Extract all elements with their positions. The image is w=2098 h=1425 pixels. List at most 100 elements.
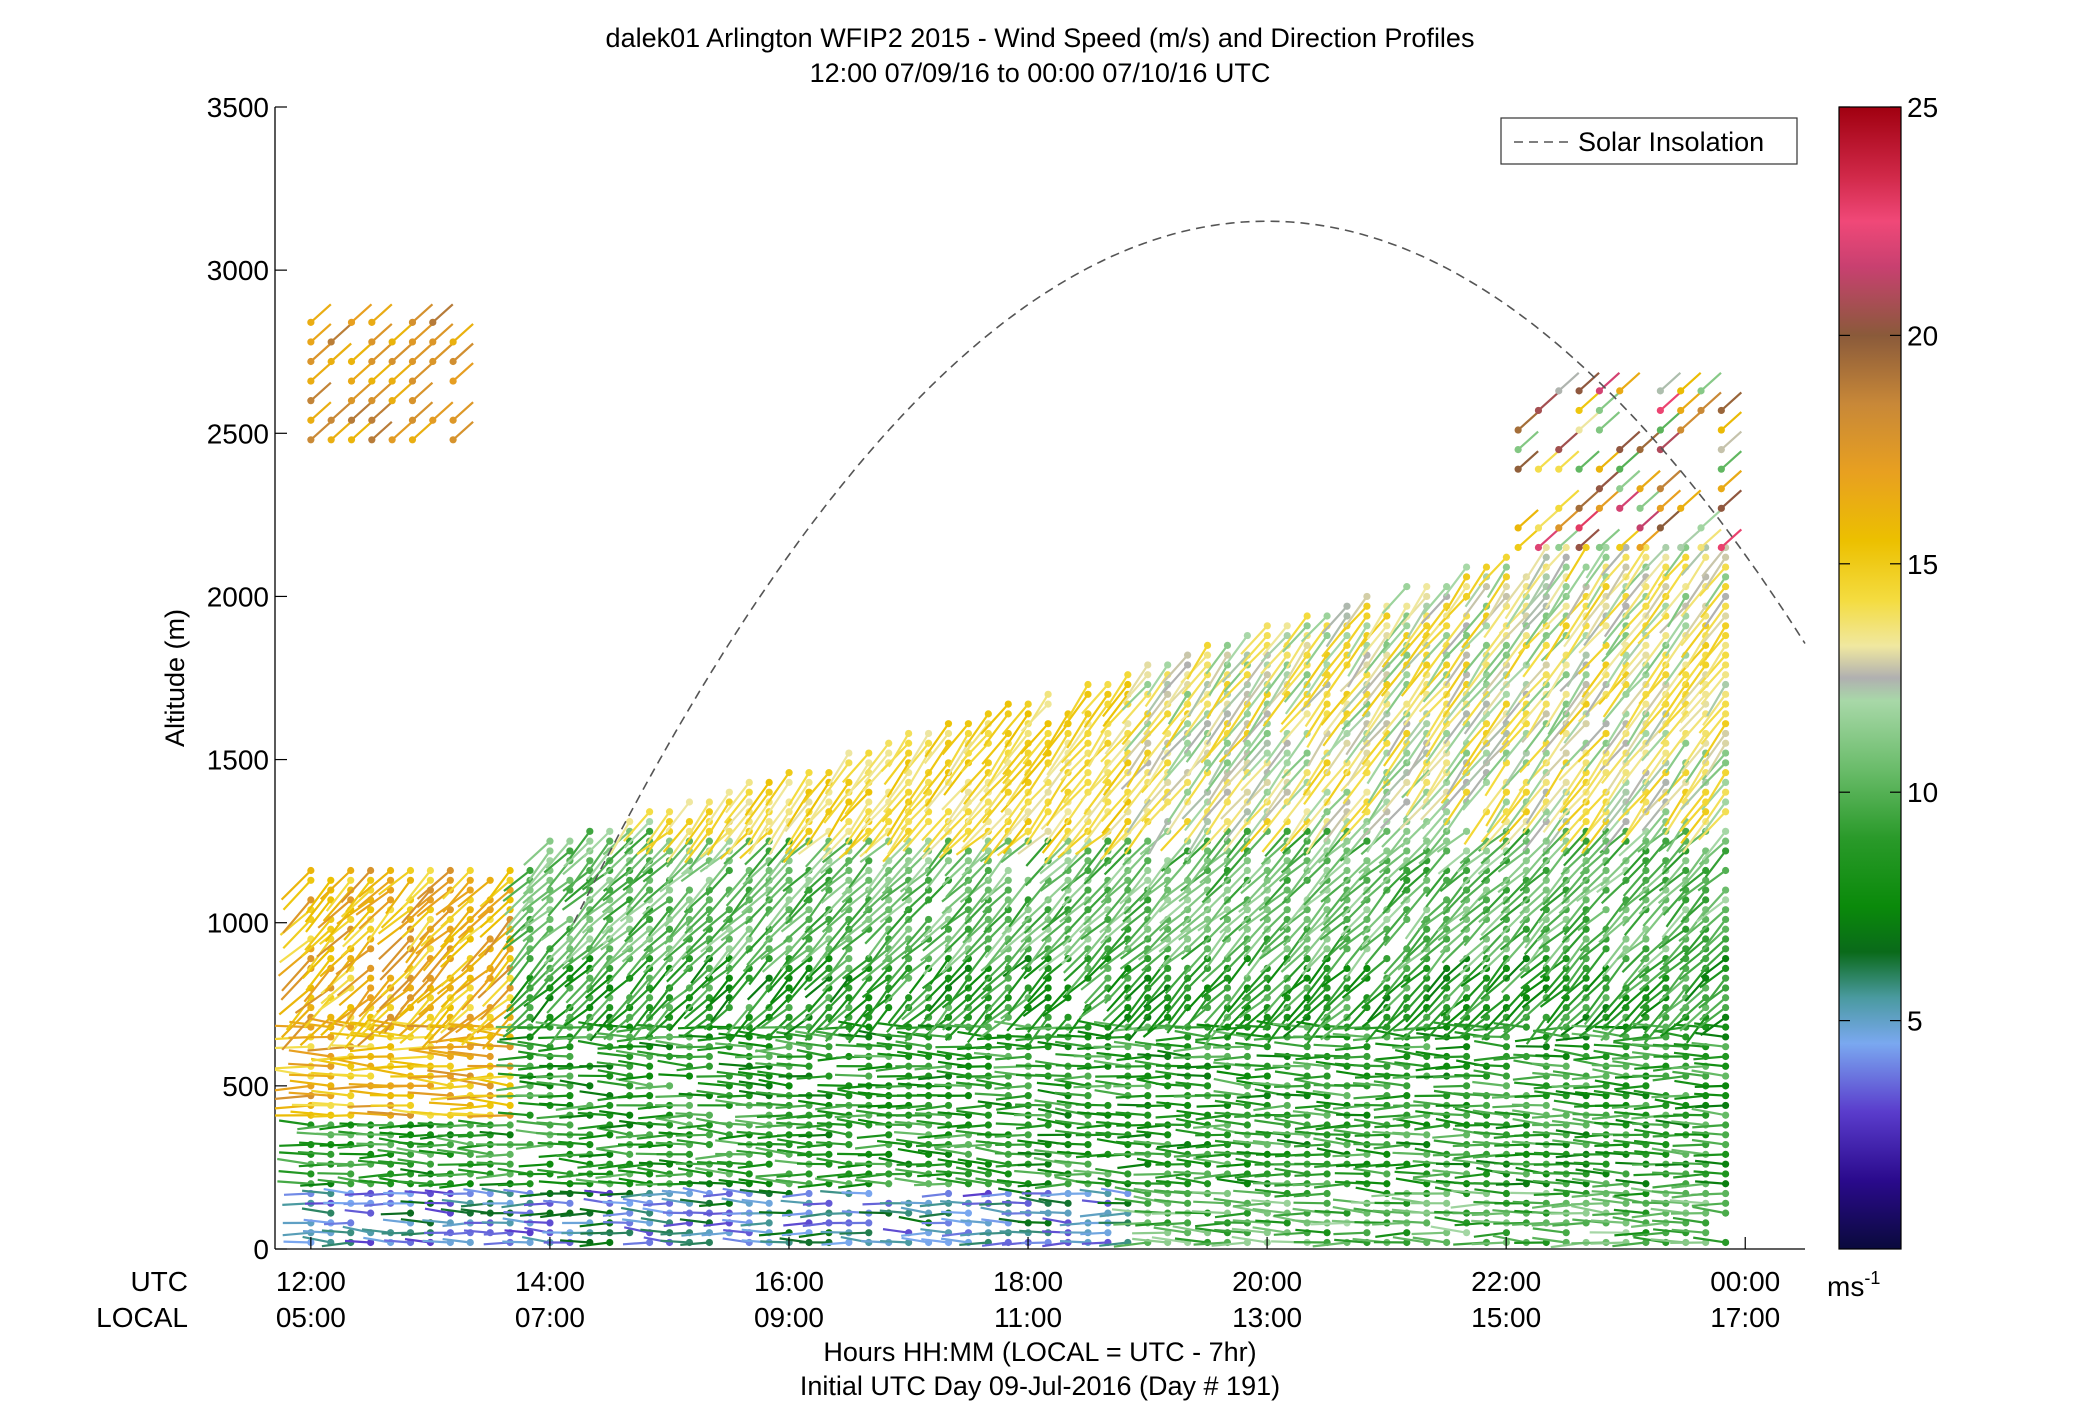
wind-barb-stick <box>664 859 691 886</box>
wind-barb-dot <box>1343 612 1351 620</box>
wind-barb-stick <box>398 899 432 930</box>
wind-barb-dot <box>486 1013 494 1021</box>
wind-barb-dot <box>386 1180 395 1188</box>
wind-barb-stick <box>734 1119 770 1127</box>
wind-barb-stick <box>289 1073 331 1078</box>
wind-barb-stick <box>655 1094 690 1098</box>
wind-barb-stick <box>504 1229 531 1234</box>
wind-barb-stick <box>1035 1073 1069 1078</box>
wind-barb-dot <box>426 876 435 884</box>
wind-barb-stick <box>715 1042 750 1048</box>
wind-barb-dot <box>1024 1052 1032 1061</box>
wind-barb-stick <box>379 948 412 981</box>
wind-barb-stick <box>585 889 611 916</box>
wind-barb-stick <box>1104 723 1129 755</box>
wind-barb-stick <box>1195 1133 1228 1137</box>
wind-barb-stick <box>543 938 571 965</box>
wind-barb-stick <box>522 869 551 895</box>
wind-barb-stick <box>599 1110 630 1117</box>
wind-barb-stick <box>455 967 491 994</box>
wind-barb-stick <box>566 957 591 981</box>
wind-barb-stick <box>282 879 312 911</box>
wind-barb-stick <box>664 996 691 1019</box>
wind-barb-stick <box>336 967 372 997</box>
wind-barb-stick <box>458 1168 491 1176</box>
wind-barb-stick <box>641 1192 670 1197</box>
wind-barb-stick <box>481 977 511 1008</box>
wind-barb-dot <box>1124 1170 1132 1178</box>
wind-barb-stick <box>726 1006 751 1035</box>
wind-barb-dot <box>606 915 614 924</box>
wind-barb-stick <box>277 1180 311 1185</box>
wind-barb-stick <box>1292 1219 1328 1224</box>
wind-barb-stick <box>600 1231 630 1235</box>
wind-barb-stick <box>994 1084 1029 1090</box>
wind-barb-stick <box>619 898 651 923</box>
wind-barb-stick <box>1375 1029 1408 1038</box>
wind-barb-stick <box>816 1127 850 1136</box>
wind-barb-dot <box>1343 964 1351 972</box>
wind-barb-stick <box>956 1104 989 1110</box>
wind-barb-dot <box>626 915 634 924</box>
wind-barb-stick <box>369 1067 411 1078</box>
wind-barb-stick <box>602 1212 630 1217</box>
wind-barb-stick <box>741 1228 770 1234</box>
wind-barb-stick <box>655 1114 690 1120</box>
wind-barb-stick <box>1116 1055 1148 1062</box>
wind-barb-dot <box>347 1219 355 1227</box>
wind-barb-dot <box>347 896 355 904</box>
wind-barb-stick <box>721 1197 750 1205</box>
wind-barb-stick <box>1065 723 1089 756</box>
wind-barb-stick <box>738 1178 770 1185</box>
wind-barb-stick <box>1155 1163 1188 1166</box>
wind-barb-stick <box>706 869 731 896</box>
wind-barb-stick <box>1176 1109 1208 1117</box>
wind-barb-stick <box>728 1016 751 1043</box>
wind-barb-stick <box>586 967 611 994</box>
wind-barb-stick <box>1184 703 1209 737</box>
wind-barb-dot <box>705 1062 713 1070</box>
wind-barb-stick <box>566 908 591 937</box>
wind-barb-dot <box>466 1238 474 1247</box>
wind-barb-stick <box>1133 1172 1168 1176</box>
wind-barb-dot <box>944 1189 953 1198</box>
wind-barb-stick <box>817 1084 849 1087</box>
wind-barb-stick <box>348 1083 391 1087</box>
wind-barb-stick <box>470 1097 511 1107</box>
wind-barb-dot <box>705 1238 713 1247</box>
wind-barb-stick <box>1336 1113 1367 1117</box>
wind-barb-dot <box>905 994 913 1002</box>
wind-barb-dot <box>924 857 933 865</box>
wind-barb-dot <box>1363 837 1371 845</box>
wind-barb-stick <box>483 918 512 956</box>
chart-title: dalek01 Arlington WFIP2 2015 - Wind Spee… <box>606 23 1475 53</box>
wind-barb-dot <box>745 798 753 806</box>
wind-barb-dot <box>1004 994 1012 1002</box>
wind-barb-stick <box>300 928 332 958</box>
wind-barb-dot <box>805 778 813 787</box>
wind-barb-dot <box>765 1082 773 1090</box>
wind-barb-dot <box>765 1160 773 1168</box>
wind-barb-stick <box>725 879 751 907</box>
wind-barb-dot <box>526 955 534 963</box>
wind-barb-dot <box>964 729 973 738</box>
wind-barb-stick <box>1085 762 1109 796</box>
wind-barb-stick <box>324 908 352 943</box>
wind-barb-dot <box>586 857 594 865</box>
wind-barb-dot <box>825 798 833 806</box>
wind-barb-stick <box>854 1054 889 1058</box>
wind-barb-stick <box>560 1212 590 1218</box>
wind-barb-stick <box>558 1157 591 1166</box>
wind-barb-dot <box>466 906 474 914</box>
wind-barb-dot <box>466 886 474 894</box>
wind-barb-stick <box>369 1065 411 1070</box>
wind-barb-stick <box>727 820 751 855</box>
wind-barb-dot <box>506 984 514 992</box>
wind-barb-stick <box>562 938 591 965</box>
wind-barb-stick <box>356 1133 391 1136</box>
wind-barb-dot <box>506 866 514 875</box>
wind-barb-stick <box>282 918 312 950</box>
wind-barb-dot <box>1363 857 1371 865</box>
wind-barb-dot <box>645 886 654 894</box>
wind-barb-stick <box>377 1148 411 1156</box>
